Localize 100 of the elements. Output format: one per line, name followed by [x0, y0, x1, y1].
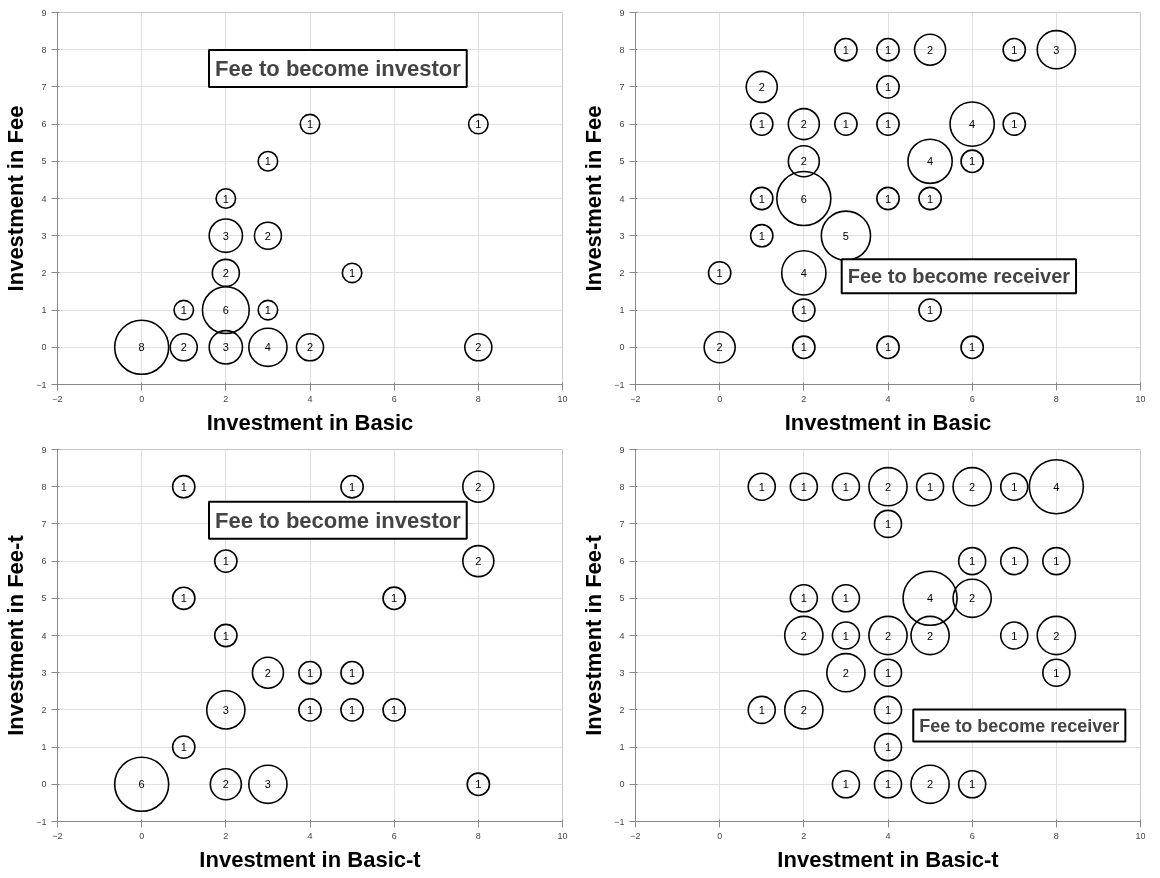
annotation: 2 [758, 80, 765, 93]
y-tick-label: 1 [41, 742, 47, 753]
x-axis-title: Investment in Basic-t [199, 846, 422, 872]
x-tick-label: 10 [557, 830, 568, 841]
annotation: 1 [884, 703, 892, 716]
annotation: 2 [927, 43, 934, 56]
y-axis-title: Investment in Fee-t [3, 534, 29, 736]
x-tick-label: 6 [391, 830, 397, 841]
annotation: 1 [800, 341, 807, 354]
x-tick-label: 0 [139, 393, 145, 404]
annotation: 1 [180, 304, 187, 317]
y-tick-label: 1 [619, 742, 625, 753]
annotation: 1 [349, 703, 356, 716]
y-tick-label: 2 [619, 267, 625, 278]
x-tick-label: 10 [557, 393, 568, 404]
annotation: 1 [1053, 666, 1060, 679]
annotation: 1 [1011, 629, 1018, 642]
annotation: 1 [842, 480, 849, 493]
annotation: 1 [927, 304, 934, 317]
annotation: 1 [1011, 555, 1018, 568]
annotation: 1 [180, 741, 187, 754]
annotation: 2 [927, 629, 934, 642]
y-tick-label: 9 [619, 7, 625, 18]
annotation: 1 [758, 703, 765, 716]
y-tick-label: 5 [41, 593, 47, 604]
annotation: 1 [1011, 43, 1018, 56]
annotation: 1 [884, 80, 892, 93]
annotation: 6 [222, 304, 229, 317]
annotation: 1 [306, 666, 314, 679]
x-tick-label: 4 [885, 393, 891, 404]
annotation: 2 [264, 229, 271, 242]
annotation: Fee to become receiver [847, 265, 1071, 288]
annotation: 1 [758, 192, 765, 205]
y-tick-label: 0 [41, 779, 47, 790]
annotation: 1 [349, 666, 356, 679]
annotation: 1 [306, 703, 314, 716]
y-tick-label: 2 [41, 267, 47, 278]
annotation: 1 [842, 629, 849, 642]
annotation: 1 [349, 266, 356, 279]
annotation: 1 [884, 118, 892, 131]
y-tick-label: 5 [619, 156, 625, 167]
x-tick-label: 2 [223, 830, 229, 841]
annotation: 1 [264, 304, 271, 317]
y-tick-label: 3 [41, 667, 47, 678]
y-tick-label: 6 [41, 556, 47, 567]
annotation: 2 [222, 778, 229, 791]
annotation: 2 [800, 703, 807, 716]
annotation: 1 [1011, 480, 1018, 493]
annotation: 1 [264, 155, 271, 168]
x-tick-label: 0 [717, 393, 723, 404]
annotation: 3 [222, 703, 229, 716]
y-tick-label: 0 [619, 342, 625, 353]
annotation: 2 [222, 266, 229, 279]
annotation: 2 [969, 592, 976, 605]
annotation: 1 [842, 43, 849, 56]
y-tick-label: 1 [619, 305, 625, 316]
y-tick-label: 7 [619, 81, 625, 92]
annotation: 2 [475, 555, 482, 568]
annotation: 5 [842, 229, 849, 242]
annotation: 8 [138, 341, 145, 354]
annotation: 4 [927, 155, 934, 168]
annotation: 4 [927, 592, 934, 605]
y-tick-label: 4 [41, 193, 47, 204]
x-tick-label: 2 [801, 830, 807, 841]
annotation: Fee to become investor [215, 55, 462, 81]
annotation: 1 [716, 266, 723, 279]
annotation: 2 [842, 666, 849, 679]
annotation: 1 [180, 480, 187, 493]
x-tick-label: 8 [1053, 393, 1059, 404]
y-tick-label: 7 [41, 81, 47, 92]
x-tick-label: 8 [475, 393, 481, 404]
annotation: 1 [1053, 555, 1060, 568]
annotation: 1 [758, 229, 765, 242]
y-tick-label: 4 [619, 193, 625, 204]
annotation: 4 [1053, 480, 1060, 493]
annotation: 1 [1011, 118, 1018, 131]
annotation: 1 [222, 192, 229, 205]
annotation: 4 [264, 341, 271, 354]
x-tick-label: 6 [969, 830, 975, 841]
annotation: Fee to become investor [215, 507, 462, 533]
annotation: 2 [306, 341, 314, 354]
annotation: 3 [264, 778, 271, 791]
annotation: 1 [800, 304, 807, 317]
x-tick-label: −2 [52, 393, 63, 404]
x-tick-label: 6 [391, 393, 397, 404]
annotation: 1 [800, 592, 807, 605]
annotation: 1 [969, 155, 976, 168]
annotation: 1 [969, 341, 976, 354]
annotation: 2 [884, 629, 892, 642]
annotation: 1 [884, 741, 892, 754]
y-tick-label: 2 [41, 704, 47, 715]
y-tick-label: 5 [619, 593, 625, 604]
x-tick-label: 4 [885, 830, 891, 841]
annotation: 1 [306, 118, 314, 131]
annotation: 1 [758, 480, 765, 493]
y-axis-title: Investment in Fee-t [581, 534, 607, 736]
y-tick-label: 8 [41, 44, 47, 55]
annotation: 1 [884, 341, 892, 354]
annotation: 2 [884, 480, 892, 493]
annotation: 2 [475, 341, 482, 354]
